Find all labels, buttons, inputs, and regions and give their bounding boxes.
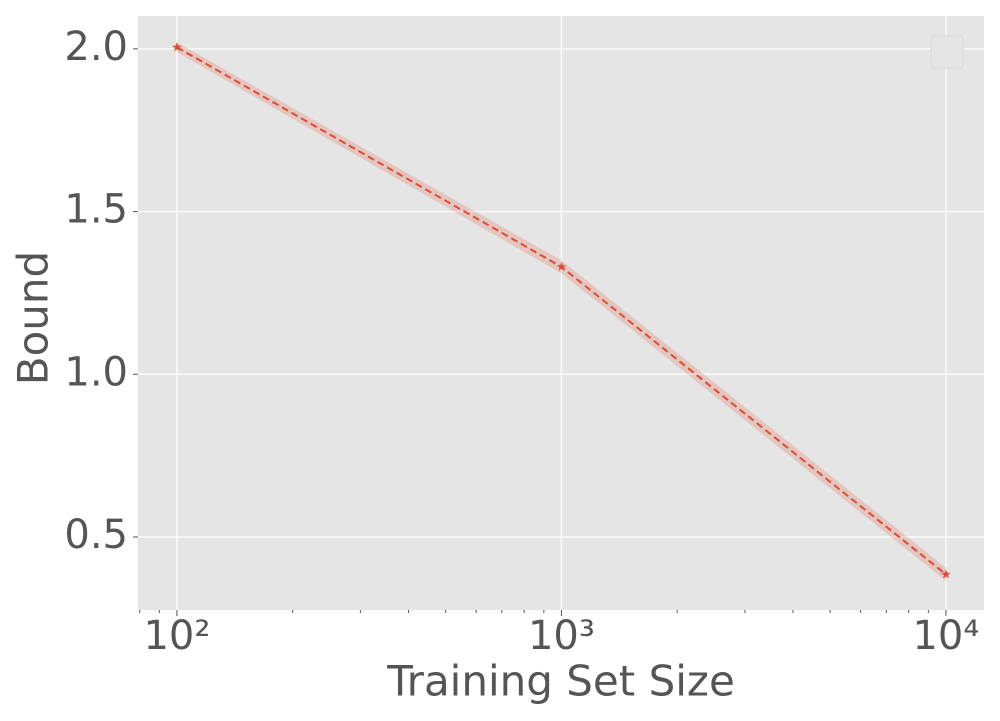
- legend-box: [930, 35, 964, 69]
- confidence-band: [176, 42, 946, 581]
- marker: [172, 42, 182, 52]
- x-tick-label: 10⁴: [912, 613, 979, 659]
- x-axis-label: Training Set Size: [386, 657, 735, 706]
- marker: [941, 569, 951, 579]
- x-tick-label: 10³: [528, 613, 595, 659]
- y-axis-label: Bound: [9, 251, 58, 385]
- y-tick-label: 1.5: [64, 187, 128, 233]
- y-tick-label: 1.0: [64, 349, 128, 395]
- x-tick-label: 10²: [143, 613, 210, 659]
- marker: [556, 261, 567, 271]
- y-tick-label: 0.5: [64, 512, 128, 558]
- y-tick-label: 2.0: [64, 24, 128, 70]
